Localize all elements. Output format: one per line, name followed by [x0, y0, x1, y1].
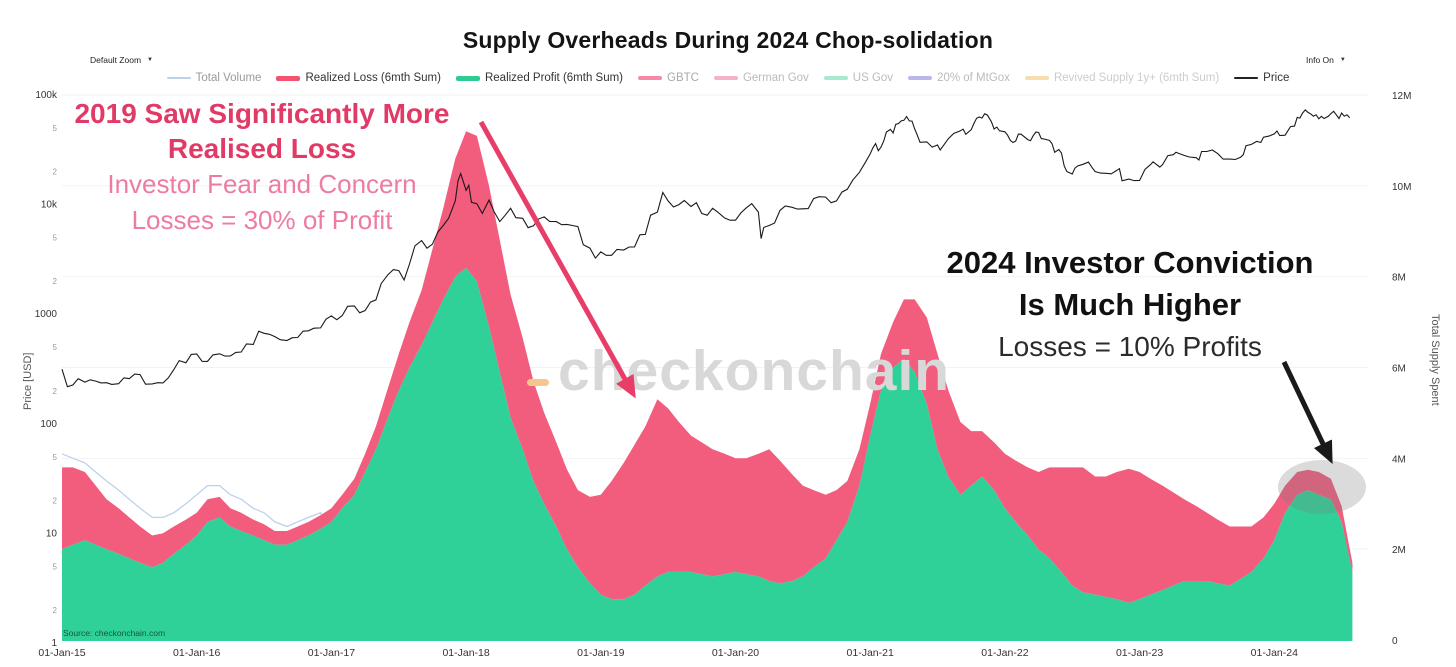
price-axis-tick: 1000 — [35, 309, 58, 320]
annotation-2024-title-line1: 2024 Investor Conviction — [946, 245, 1314, 280]
annotation-2019-title-line2: Realised Loss — [167, 133, 357, 164]
legend-item-8[interactable]: Revived Supply 1y+ (6mth Sum) — [1024, 72, 1220, 84]
supply-axis-tick: 2M — [1392, 545, 1406, 556]
info-toggle-label: Info On — [1306, 55, 1334, 65]
price-axis-tick: 5 — [53, 124, 58, 133]
x-axis-tick: 01-Jan-22 — [981, 647, 1028, 659]
price-axis-tick: 10k — [41, 200, 58, 211]
price-axis-tick: 1 — [51, 638, 57, 649]
supply-axis-tick: 8M — [1392, 273, 1406, 284]
price-axis-tick: 5 — [53, 562, 58, 571]
legend-label: Price — [1263, 72, 1290, 84]
watermark: checkonchain — [527, 338, 950, 404]
supply-axis-tick: 6M — [1392, 364, 1406, 375]
supply-axis-tick: 0 — [1392, 636, 1398, 647]
x-axis-tick: 01-Jan-24 — [1251, 647, 1298, 659]
price-axis-tick: 5 — [53, 234, 58, 243]
chevron-down-icon: ▼ — [1339, 57, 1346, 63]
y-axis-title-supply: Total Supply Spent — [1429, 314, 1441, 406]
legend-item-7[interactable]: 20% of MtGox — [908, 72, 1010, 84]
legend-item-6[interactable]: US Gov — [823, 72, 894, 84]
legend-label: 20% of MtGox — [937, 72, 1010, 84]
price-axis-tick: 2 — [53, 168, 58, 177]
legend-label: GBTC — [667, 72, 699, 84]
supply-axis-tick: 10M — [1392, 182, 1411, 193]
price-line — [61, 109, 1351, 388]
x-axis-tick: 01-Jan-15 — [38, 647, 85, 659]
annotation-2019-sub-line1: Investor Fear and Concern — [107, 169, 417, 199]
legend-marker — [713, 76, 738, 80]
supply-axis-tick: 4M — [1392, 454, 1406, 465]
legend-item-5[interactable]: German Gov — [713, 72, 809, 84]
info-toggle-dropdown[interactable]: Info On ▼ — [1306, 55, 1346, 65]
watermark-text: checkonchain — [558, 339, 951, 403]
legend-label: German Gov — [742, 72, 809, 84]
annotation-2024: 2024 Investor Conviction Is Much Higher … — [908, 242, 1352, 368]
default-zoom-label: Default Zoom — [90, 55, 142, 65]
x-axis-tick: 01-Jan-18 — [442, 647, 489, 659]
price-axis-tick: 5 — [53, 453, 58, 462]
legend-marker — [638, 76, 663, 80]
legend-marker — [455, 75, 480, 81]
legend-marker — [823, 76, 848, 80]
legend-marker — [276, 75, 301, 81]
x-axis-tick: 01-Jan-23 — [1116, 647, 1163, 659]
price-axis-tick: 100 — [40, 419, 57, 430]
source-credit: Source: checkonchain.com — [63, 628, 166, 638]
legend-label: US Gov — [852, 72, 894, 84]
price-axis-tick: 2 — [53, 387, 58, 396]
annotation-2024-sub-line1: Losses = 10% Profits — [998, 331, 1262, 362]
legend-marker — [1024, 76, 1049, 80]
annotation-2019: 2019 Saw Significantly More Realised Los… — [58, 96, 466, 238]
realized-loss-area — [62, 131, 1353, 603]
y-axis-title-price: Price [USD] — [22, 352, 34, 410]
realized-profit-area — [62, 267, 1353, 641]
legend-marker — [166, 77, 191, 79]
x-axis-tick: 01-Jan-21 — [847, 647, 894, 659]
annotation-2024-title-line2: Is Much Higher — [1018, 287, 1242, 322]
legend-item-3[interactable]: Realized Profit (6mth Sum) — [455, 72, 624, 84]
legend-item-9[interactable]: Price — [1234, 72, 1289, 84]
x-axis-tick: 01-Jan-19 — [577, 647, 624, 659]
legend-item-4[interactable]: GBTC — [638, 72, 699, 84]
price-axis-tick: 5 — [53, 343, 58, 352]
price-axis-tick: 2 — [53, 496, 58, 505]
x-axis-tick: 01-Jan-20 — [712, 647, 759, 659]
chart-title: Supply Overheads During 2024 Chop-solida… — [462, 27, 994, 53]
legend-marker — [1234, 77, 1259, 79]
legend-label: Total Volume — [195, 72, 262, 84]
price-axis-tick: 100k — [35, 90, 58, 101]
legend-label: Realized Loss (6mth Sum) — [305, 72, 441, 84]
legend-label: Revived Supply 1y+ (6mth Sum) — [1053, 72, 1220, 84]
annotation-2019-title-line1: 2019 Saw Significantly More — [74, 98, 450, 129]
x-axis-tick: 01-Jan-16 — [173, 647, 220, 659]
legend-marker — [908, 76, 933, 80]
legend-label: Realized Profit (6mth Sum) — [484, 72, 624, 84]
price-axis-tick: 2 — [53, 277, 58, 286]
chevron-down-icon: ▼ — [147, 57, 153, 63]
default-zoom-dropdown[interactable]: Default Zoom ▼ — [90, 55, 153, 65]
supply-axis-tick: 12M — [1392, 91, 1411, 102]
price-axis-tick: 10 — [46, 528, 58, 539]
price-axis-tick: 2 — [53, 606, 58, 615]
legend-item-1[interactable]: Total Volume — [166, 72, 262, 84]
x-axis-tick: 01-Jan-17 — [308, 647, 355, 659]
legend-item-2[interactable]: Realized Loss (6mth Sum) — [276, 72, 441, 84]
watermark-logo-dash — [527, 378, 549, 386]
legend: Total Volume Realized Loss (6mth Sum) Real… — [0, 72, 1456, 84]
annotation-2019-sub-line2: Losses = 30% of Profit — [131, 205, 393, 235]
